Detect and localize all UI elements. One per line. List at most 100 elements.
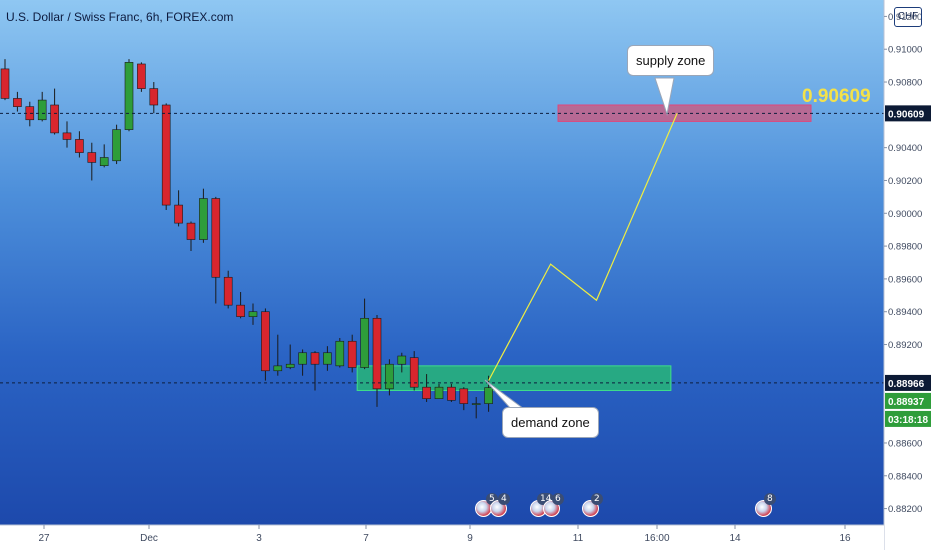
candle-body-up	[397, 355, 407, 365]
candle[interactable]	[261, 308, 270, 381]
candle[interactable]	[447, 383, 456, 402]
candle[interactable]	[298, 349, 307, 376]
price-tick-label: 0.88600	[888, 438, 922, 449]
candle-body-down	[186, 222, 196, 240]
target-price-tag: 0.90609	[888, 109, 925, 120]
candle[interactable]	[211, 196, 221, 304]
candle[interactable]	[273, 334, 283, 376]
candle[interactable]	[422, 374, 431, 402]
candle-body-up	[471, 403, 481, 405]
candle-body-down	[223, 276, 233, 306]
candle-body-down	[0, 68, 10, 99]
candle-body-up	[37, 99, 47, 121]
candle-body-up	[124, 62, 134, 130]
candle[interactable]	[236, 292, 245, 319]
candle[interactable]	[25, 101, 35, 127]
candle-body-up	[323, 352, 332, 365]
candle[interactable]	[149, 82, 159, 114]
price-tick-label: 0.90400	[888, 143, 922, 154]
candle[interactable]	[13, 91, 22, 112]
candle[interactable]	[87, 142, 97, 181]
price-tick-label: 0.89600	[888, 274, 922, 285]
price-axis-bg	[884, 0, 932, 550]
supply-callout-pointer	[654, 77, 675, 116]
candle-body-up	[385, 363, 394, 390]
price-tick-label: 0.88400	[888, 471, 922, 482]
candle[interactable]	[484, 375, 493, 412]
candle-body-down	[409, 357, 419, 388]
event-count-badge: 6	[552, 493, 564, 505]
candle-body-up	[298, 352, 307, 365]
candle[interactable]	[459, 387, 469, 411]
candle[interactable]	[248, 303, 258, 325]
candle[interactable]	[174, 190, 183, 227]
candle[interactable]	[137, 62, 146, 92]
current-price-tag: 0.88966	[888, 379, 925, 390]
price-tick-label: 0.89800	[888, 242, 922, 253]
candle-body-down	[75, 139, 84, 153]
candle[interactable]	[397, 352, 407, 373]
candle[interactable]	[347, 334, 357, 373]
candle[interactable]	[37, 91, 47, 122]
time-tick-label: 16:00	[644, 533, 669, 544]
candle[interactable]	[186, 221, 196, 252]
time-axis[interactable]: 27 Dec 3 7 9 11 16:00 14 16	[0, 524, 884, 550]
currency-button[interactable]: CHF	[894, 7, 922, 27]
candle[interactable]	[62, 121, 72, 148]
candle[interactable]	[0, 59, 10, 101]
last-price-tag-bg	[885, 392, 931, 409]
candle[interactable]	[372, 315, 382, 407]
price-tick-label: 0.89200	[888, 340, 922, 351]
projection-path	[488, 113, 678, 381]
candle[interactable]	[75, 131, 84, 158]
candle-body-up	[484, 387, 493, 404]
time-tick-label: Dec	[140, 533, 158, 544]
candle-body-down	[310, 352, 320, 365]
candle[interactable]	[310, 351, 320, 391]
candle[interactable]	[360, 298, 369, 370]
candle[interactable]	[199, 188, 208, 243]
candle[interactable]	[124, 59, 134, 132]
candle[interactable]	[112, 124, 121, 165]
candle-body-down	[87, 152, 97, 163]
candle-body-down	[459, 388, 469, 404]
candle[interactable]	[223, 270, 233, 309]
time-axis-bg	[0, 525, 884, 550]
demand-zone-callout[interactable]: demand zone	[502, 407, 599, 438]
candle-body-up	[434, 386, 444, 399]
event-count-badge: 4	[498, 493, 510, 505]
candles[interactable]	[0, 59, 493, 419]
time-tick-label: 7	[363, 533, 369, 544]
candle-body-up	[285, 363, 295, 368]
candle[interactable]	[285, 344, 295, 370]
candle[interactable]	[50, 88, 59, 135]
candle-body-down	[422, 386, 431, 399]
candle-body-up	[360, 317, 369, 368]
candle-body-down	[50, 104, 59, 134]
price-axis[interactable]: 0.91200 0.91000 0.90800 0.90400 0.90200 0.900…	[883, 0, 932, 550]
candle[interactable]	[434, 383, 444, 399]
time-tick-label: 9	[467, 533, 473, 544]
candle-body-down	[261, 311, 270, 372]
price-tick-label: 0.90800	[888, 78, 922, 89]
price-tick-label: 0.91000	[888, 45, 922, 56]
zones	[356, 104, 812, 391]
candle-body-up	[112, 129, 121, 162]
price-tick-label: 0.90000	[888, 209, 922, 220]
candle[interactable]	[471, 397, 481, 419]
time-tick-label: 27	[38, 533, 50, 544]
candle[interactable]	[99, 144, 109, 168]
supply-zone-callout[interactable]: supply zone	[627, 45, 715, 76]
candle[interactable]	[409, 351, 419, 391]
candle-body-down	[372, 317, 382, 390]
candle[interactable]	[161, 103, 171, 210]
candle[interactable]	[323, 346, 332, 371]
supply-zone-label: supply zone	[636, 53, 706, 68]
price-lines	[0, 77, 884, 410]
current-price-tag-bg	[885, 374, 931, 391]
candle[interactable]	[335, 337, 345, 368]
price-tick-label: 0.88200	[888, 504, 922, 515]
candle[interactable]	[385, 359, 394, 396]
